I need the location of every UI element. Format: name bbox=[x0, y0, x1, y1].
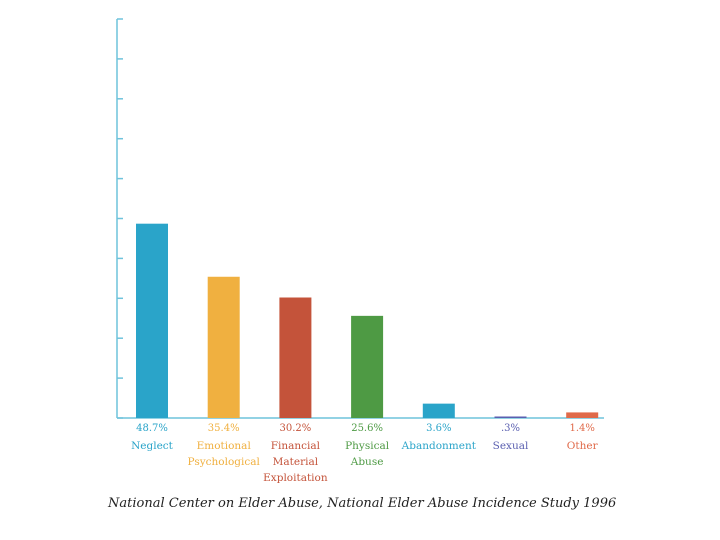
value-label-emotional-psychological: 35.4% bbox=[208, 423, 240, 434]
category-label-sexual: Sexual bbox=[493, 440, 529, 452]
chart-caption: National Center on Elder Abuse, National… bbox=[108, 496, 617, 511]
bar-chart: 48.7% Neglect 35.4% Emotional Psychological 3… bbox=[116, 18, 604, 484]
bar-other bbox=[566, 412, 599, 418]
category-label-emotional-psychological: Psychological bbox=[188, 456, 261, 468]
category-label-financial-material-exploitation: Material bbox=[273, 456, 319, 468]
category-label-physical-abuse: Physical bbox=[345, 440, 390, 452]
value-label-other: 1.4% bbox=[569, 423, 594, 434]
bar-physical-abuse bbox=[351, 315, 384, 418]
bar-neglect bbox=[136, 223, 168, 418]
category-label-abandonment: Abandonment bbox=[401, 440, 477, 452]
labels-group: 48.7% Neglect 35.4% Emotional Psychological 3… bbox=[131, 423, 598, 484]
value-label-sexual: .3% bbox=[501, 423, 520, 434]
category-label-physical-abuse: Abuse bbox=[350, 456, 384, 468]
category-label-neglect: Neglect bbox=[131, 440, 174, 452]
category-label-other: Other bbox=[567, 440, 599, 452]
value-label-physical-abuse: 25.6% bbox=[351, 423, 383, 434]
value-label-abandonment: 3.6% bbox=[426, 423, 451, 434]
category-label-financial-material-exploitation: Exploitation bbox=[263, 472, 328, 484]
bars-group bbox=[136, 223, 599, 418]
bar-emotional-psychological bbox=[207, 276, 240, 418]
category-label-financial-material-exploitation: Financial bbox=[271, 440, 321, 452]
bar-sexual bbox=[494, 416, 527, 418]
value-label-neglect: 48.7% bbox=[136, 423, 168, 434]
bar-abandonment bbox=[422, 403, 455, 418]
value-label-financial-material-exploitation: 30.2% bbox=[280, 423, 312, 434]
category-label-emotional-psychological: Emotional bbox=[197, 440, 252, 452]
bar-financial-material-exploitation bbox=[279, 297, 312, 418]
